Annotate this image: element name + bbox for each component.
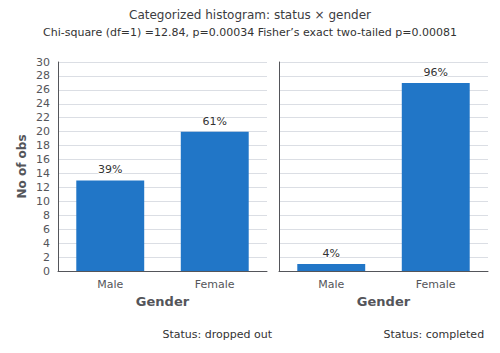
svg-text:Status: completed: Status: completed	[383, 328, 484, 341]
svg-text:Female: Female	[416, 278, 456, 291]
svg-text:14: 14	[36, 167, 50, 180]
svg-text:12: 12	[36, 181, 50, 194]
svg-text:8: 8	[43, 209, 50, 222]
svg-text:26: 26	[36, 83, 50, 96]
svg-text:Gender: Gender	[357, 294, 411, 309]
svg-text:20: 20	[36, 125, 50, 138]
svg-text:18: 18	[36, 139, 50, 152]
svg-text:22: 22	[36, 111, 50, 124]
svg-text:Chi-square (df=1) =12.84, p=0.: Chi-square (df=1) =12.84, p=0.00034 Fish…	[43, 26, 457, 39]
svg-text:Gender: Gender	[136, 294, 190, 309]
svg-text:Male: Male	[318, 278, 344, 291]
svg-text:Male: Male	[97, 278, 123, 291]
svg-text:Categorized histogram: status: Categorized histogram: status × gender	[129, 8, 371, 22]
svg-text:4%: 4%	[323, 247, 340, 260]
svg-text:30: 30	[36, 56, 50, 69]
svg-text:No of obs: No of obs	[15, 134, 29, 198]
svg-text:39%: 39%	[98, 163, 122, 176]
svg-text:16: 16	[36, 153, 50, 166]
svg-text:24: 24	[36, 97, 50, 110]
svg-text:Status: dropped out: Status: dropped out	[162, 328, 272, 341]
svg-text:4: 4	[43, 237, 50, 250]
svg-text:Female: Female	[195, 278, 235, 291]
svg-text:61%: 61%	[203, 115, 227, 128]
svg-text:28: 28	[36, 69, 50, 82]
svg-text:6: 6	[43, 223, 50, 236]
svg-text:10: 10	[36, 195, 50, 208]
svg-text:96%: 96%	[424, 66, 448, 79]
svg-text:2: 2	[43, 251, 50, 264]
svg-text:0: 0	[43, 265, 50, 278]
